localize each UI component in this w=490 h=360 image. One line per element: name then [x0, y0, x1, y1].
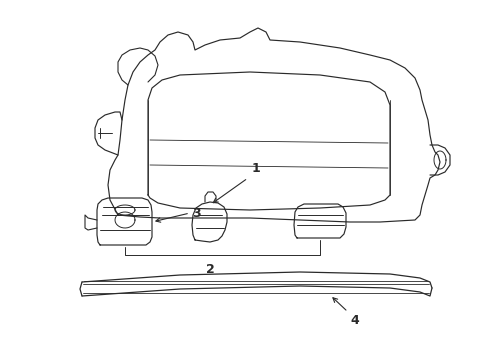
Text: 3: 3: [192, 207, 200, 220]
Text: 2: 2: [206, 263, 215, 276]
Text: 4: 4: [350, 314, 359, 327]
Text: 1: 1: [252, 162, 261, 175]
